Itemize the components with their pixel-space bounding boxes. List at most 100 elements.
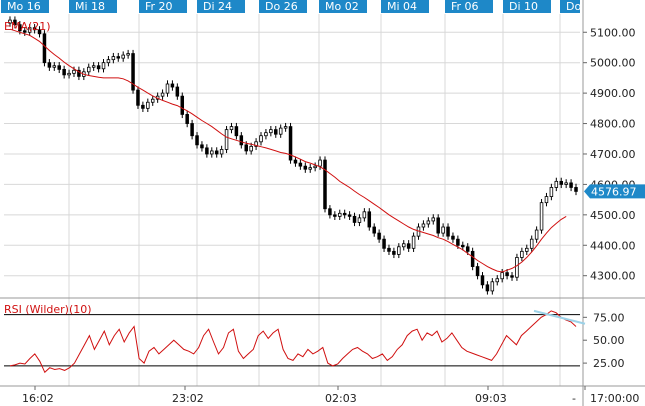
rsi-tick-label: 75.00 bbox=[593, 311, 625, 324]
svg-text:Di 10: Di 10 bbox=[509, 0, 538, 13]
candle bbox=[239, 132, 244, 149]
candle bbox=[205, 144, 209, 158]
date-label: Do 26 bbox=[259, 0, 307, 13]
candle bbox=[141, 101, 145, 112]
date-label-bar: Mo 16 Mi 18 Fr 20 Di 24 Do 26 Mo 02 Mi 04 Fr 06… bbox=[1, 0, 581, 13]
candle bbox=[52, 62, 57, 71]
candle bbox=[32, 24, 37, 34]
time-x-axis: 16:02 23:02 02:03 09:03 - 17:00:00 bbox=[22, 386, 639, 405]
time-tick-label: 23:02 bbox=[172, 392, 204, 405]
rsi-divergence-line bbox=[533, 309, 586, 325]
candle bbox=[195, 132, 199, 149]
candle bbox=[480, 272, 485, 289]
candle bbox=[37, 26, 42, 38]
candle bbox=[323, 156, 327, 213]
candle bbox=[377, 229, 381, 243]
price-tick-label: 4700.00 bbox=[590, 148, 636, 161]
candle bbox=[426, 217, 431, 228]
candle bbox=[77, 66, 81, 81]
candle bbox=[62, 65, 66, 79]
candle bbox=[219, 145, 224, 158]
date-label: Di 24 bbox=[197, 0, 245, 13]
rsi-tick-label: 50.00 bbox=[593, 334, 625, 347]
last-price-badge: 4576.97 bbox=[584, 184, 645, 199]
candle bbox=[185, 110, 189, 128]
candle bbox=[210, 147, 214, 158]
candle bbox=[529, 235, 534, 252]
candle bbox=[382, 235, 386, 252]
candle bbox=[431, 214, 436, 225]
candle bbox=[436, 214, 440, 237]
candle bbox=[397, 243, 401, 259]
candle bbox=[254, 138, 258, 151]
candle bbox=[559, 177, 563, 189]
candle bbox=[8, 16, 12, 27]
svg-text:Mi 18: Mi 18 bbox=[75, 0, 105, 13]
price-tick-label: 4800.00 bbox=[590, 118, 636, 131]
price-tick-label: 4500.00 bbox=[590, 209, 636, 222]
candle bbox=[362, 208, 367, 222]
candle bbox=[308, 164, 312, 173]
candle bbox=[86, 63, 91, 76]
candle bbox=[367, 208, 372, 231]
candle bbox=[269, 125, 273, 137]
candle bbox=[200, 141, 204, 152]
candle bbox=[224, 125, 229, 154]
candle bbox=[510, 272, 514, 281]
date-label: Do bbox=[560, 0, 581, 13]
svg-text:Fr 20: Fr 20 bbox=[145, 0, 173, 13]
time-tick-label: 16:02 bbox=[22, 392, 54, 405]
candle bbox=[549, 183, 554, 201]
candle bbox=[303, 162, 308, 173]
candle bbox=[338, 209, 342, 221]
candle bbox=[126, 49, 130, 59]
candle bbox=[318, 156, 322, 170]
last-price-value: 4576.97 bbox=[591, 185, 637, 198]
candle bbox=[111, 52, 116, 64]
price-tick-label: 5000.00 bbox=[590, 57, 636, 70]
candle bbox=[42, 30, 47, 67]
candle bbox=[259, 132, 263, 146]
svg-text:Do: Do bbox=[566, 0, 581, 13]
candle bbox=[106, 55, 111, 67]
candle bbox=[274, 125, 278, 138]
candle bbox=[451, 232, 455, 243]
svg-text:Do 26: Do 26 bbox=[265, 0, 298, 13]
candle bbox=[515, 253, 519, 281]
candle bbox=[500, 269, 504, 283]
candle bbox=[131, 49, 135, 94]
candle bbox=[485, 281, 490, 295]
time-tick-label: 02:03 bbox=[325, 392, 357, 405]
rsi-line bbox=[9, 310, 577, 374]
date-label: Mo 02 bbox=[319, 0, 367, 13]
candle bbox=[461, 241, 465, 251]
rsi-tick-label: 25.00 bbox=[593, 357, 625, 370]
candle bbox=[313, 162, 317, 172]
candle bbox=[67, 69, 71, 79]
candle bbox=[421, 220, 426, 231]
candle bbox=[534, 226, 539, 243]
candle bbox=[470, 247, 475, 271]
candle bbox=[146, 98, 150, 112]
candle bbox=[175, 83, 180, 100]
ema-line bbox=[9, 28, 567, 273]
candle bbox=[116, 52, 121, 62]
candle bbox=[446, 223, 450, 240]
candle bbox=[372, 223, 376, 237]
price-tick-label: 4300.00 bbox=[590, 270, 636, 283]
candle bbox=[283, 122, 288, 132]
svg-text:Di 24: Di 24 bbox=[203, 0, 232, 13]
candle bbox=[328, 205, 332, 219]
svg-text:Mo 16: Mo 16 bbox=[7, 0, 41, 13]
candle bbox=[91, 62, 96, 71]
candle bbox=[136, 86, 140, 109]
candle bbox=[293, 156, 298, 167]
candle bbox=[357, 214, 362, 227]
candle bbox=[27, 24, 32, 36]
candle bbox=[544, 192, 549, 207]
candle bbox=[490, 278, 495, 295]
price-y-axis: 5100.005000.004900.004800.004700.004600.… bbox=[583, 26, 636, 283]
candle bbox=[160, 89, 165, 100]
price-tick-label: 4900.00 bbox=[590, 87, 636, 100]
candle bbox=[342, 209, 347, 219]
